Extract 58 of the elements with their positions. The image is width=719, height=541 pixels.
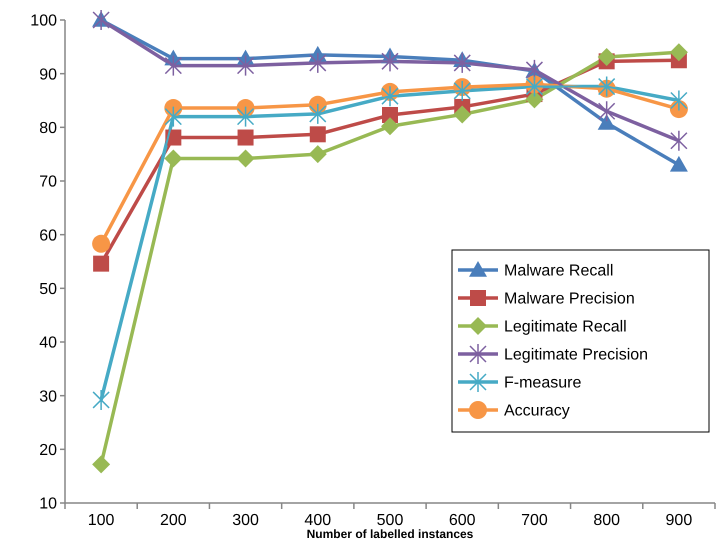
point [164, 106, 182, 128]
point [236, 106, 254, 128]
y-tick-label: 60 [39, 227, 58, 244]
y-tick-label: 70 [39, 174, 58, 191]
point [453, 105, 472, 124]
point [381, 85, 399, 107]
point [92, 9, 110, 31]
legend-label: Accuracy [504, 402, 570, 420]
point [236, 149, 255, 168]
point [453, 52, 471, 74]
point [670, 90, 688, 112]
x-tick-label: 900 [666, 512, 692, 529]
y-tick-label: 50 [39, 280, 58, 298]
point [381, 117, 399, 136]
point [598, 48, 616, 66]
point [308, 145, 327, 164]
legend-label: F-measure [504, 374, 582, 392]
y-tick-label: 40 [39, 334, 58, 352]
x-tick-label: 400 [304, 512, 332, 529]
point [670, 130, 688, 152]
point [453, 80, 471, 102]
point [526, 76, 544, 98]
point [309, 103, 327, 125]
point [670, 156, 688, 172]
point [236, 54, 254, 76]
point [381, 50, 399, 72]
x-tick-label: 100 [88, 512, 115, 529]
point [92, 234, 110, 253]
x-tick-label: 300 [232, 512, 259, 529]
x-axis-title: Number of labelled instances [306, 527, 474, 541]
legend-label: Legitimate Recall [504, 318, 627, 336]
y-tick-label: 80 [39, 120, 58, 137]
point [670, 43, 688, 62]
point [92, 389, 110, 411]
y-tick-label: 100 [30, 12, 58, 30]
point [164, 149, 182, 168]
point [164, 54, 182, 76]
legend-label: Malware Precision [504, 290, 635, 308]
point [93, 256, 110, 272]
point [598, 76, 616, 98]
x-tick-label: 200 [160, 512, 187, 529]
point [309, 52, 327, 74]
x-tick-label: 500 [376, 512, 404, 529]
x-tick-label: 800 [593, 512, 620, 529]
x-tick-label: 700 [521, 512, 548, 529]
y-tick-label: 30 [39, 388, 58, 406]
y-tick-label: 20 [39, 442, 58, 459]
point [310, 126, 326, 142]
point [238, 130, 254, 146]
point [598, 114, 616, 130]
y-tick-label: 10 [39, 496, 58, 513]
point [598, 100, 616, 122]
point [92, 455, 110, 474]
y-tick-label: 90 [39, 66, 58, 84]
legend-label: Malware Recall [504, 262, 614, 280]
x-tick-label: 600 [448, 512, 476, 529]
legend-label: Legitimate Precision [504, 346, 648, 364]
point [526, 59, 544, 81]
